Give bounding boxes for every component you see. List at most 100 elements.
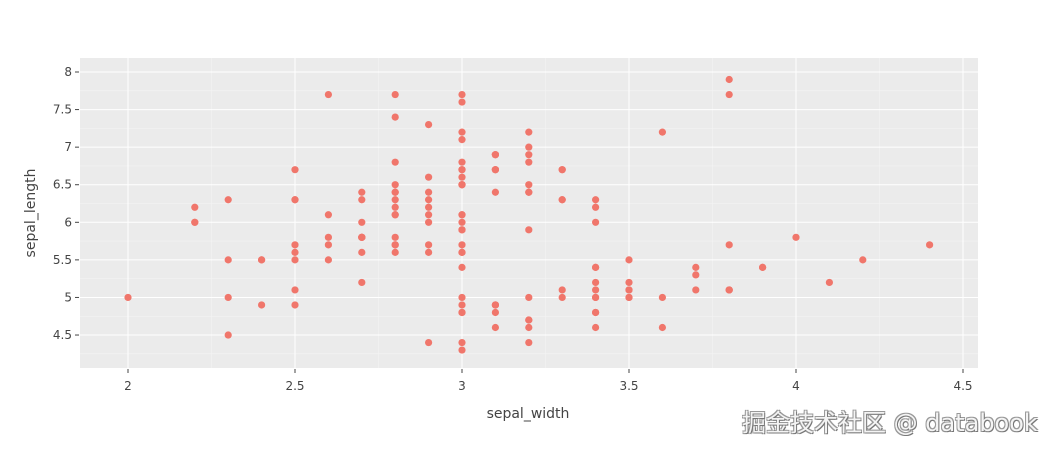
data-point — [358, 196, 366, 204]
data-point — [592, 308, 600, 317]
data-point — [291, 196, 299, 204]
data-point — [525, 181, 533, 189]
data-point — [458, 346, 466, 354]
y-tick-label: 7.5 — [53, 103, 72, 117]
data-point — [525, 316, 533, 324]
data-point — [458, 218, 466, 226]
data-point — [191, 218, 199, 226]
y-tick-label: 6 — [64, 215, 72, 229]
data-point — [458, 128, 466, 136]
data-point — [391, 241, 399, 249]
data-point — [391, 233, 399, 241]
data-point — [592, 263, 600, 271]
x-tick-label: 3.5 — [619, 379, 638, 393]
data-point — [391, 181, 399, 189]
data-point — [491, 166, 499, 174]
x-tick-label: 4 — [792, 379, 800, 393]
data-point — [224, 196, 232, 204]
data-point — [525, 143, 533, 151]
data-point — [391, 248, 399, 256]
data-point — [525, 128, 533, 136]
data-point — [692, 271, 700, 279]
data-point — [458, 136, 466, 144]
data-point — [391, 90, 399, 99]
data-point — [592, 293, 600, 302]
data-point — [458, 241, 466, 249]
data-point — [625, 286, 633, 294]
data-point — [658, 128, 667, 136]
data-point — [291, 241, 299, 249]
data-point — [692, 286, 700, 294]
x-tick-label: 2.5 — [285, 379, 304, 393]
data-point — [425, 173, 433, 181]
data-point — [358, 278, 366, 287]
data-point — [358, 188, 366, 196]
x-tick-label: 2 — [124, 379, 132, 393]
data-point — [425, 248, 433, 256]
data-point — [391, 158, 399, 166]
data-point — [458, 90, 466, 99]
data-point — [291, 166, 299, 174]
y-tick-label: 6.5 — [53, 178, 72, 192]
data-point — [525, 188, 533, 196]
data-point — [291, 248, 299, 256]
data-point — [391, 196, 399, 204]
data-point — [224, 293, 232, 302]
data-point — [391, 203, 399, 211]
data-point — [458, 263, 466, 271]
y-tick-label: 8 — [64, 65, 72, 79]
data-point — [458, 293, 466, 302]
data-point — [491, 308, 499, 317]
data-point — [625, 278, 633, 287]
watermark: 掘金技术社区 @ databook — [742, 409, 1038, 437]
data-point — [458, 181, 466, 189]
data-point — [425, 203, 433, 211]
data-point — [725, 286, 733, 294]
data-point — [592, 286, 600, 294]
data-point — [458, 173, 466, 181]
x-tick-label: 3 — [458, 379, 466, 393]
data-point — [425, 188, 433, 196]
data-point — [458, 158, 466, 166]
data-point — [391, 113, 399, 121]
data-point — [625, 293, 633, 302]
data-point — [491, 301, 499, 309]
data-point — [592, 323, 600, 332]
data-point — [558, 166, 566, 174]
data-point — [391, 211, 399, 219]
data-point — [425, 218, 433, 226]
data-point — [425, 121, 433, 129]
data-point — [525, 293, 533, 302]
data-point — [458, 248, 466, 256]
data-point — [725, 241, 733, 249]
data-point — [358, 248, 366, 256]
data-point — [458, 301, 466, 309]
y-tick-label: 5 — [64, 290, 72, 304]
data-point — [725, 75, 733, 84]
data-point — [425, 241, 433, 249]
data-point — [324, 233, 332, 241]
data-point — [291, 301, 299, 309]
x-tick-label: 4.5 — [953, 379, 972, 393]
data-point — [491, 188, 499, 196]
data-point — [324, 241, 332, 249]
data-point — [525, 158, 533, 166]
data-point — [291, 256, 299, 264]
data-point — [558, 196, 566, 204]
data-point — [391, 188, 399, 196]
data-point — [558, 286, 566, 294]
data-point — [525, 151, 533, 159]
data-point — [458, 338, 466, 347]
data-point — [658, 323, 667, 332]
data-point — [324, 211, 332, 219]
data-point — [658, 293, 667, 302]
data-point — [525, 226, 533, 234]
data-point — [825, 278, 834, 287]
data-point — [759, 263, 767, 271]
data-point — [458, 166, 466, 174]
data-point — [792, 233, 800, 241]
data-point — [425, 196, 433, 204]
data-point — [491, 323, 499, 332]
data-point — [258, 256, 266, 264]
data-point — [425, 211, 433, 219]
